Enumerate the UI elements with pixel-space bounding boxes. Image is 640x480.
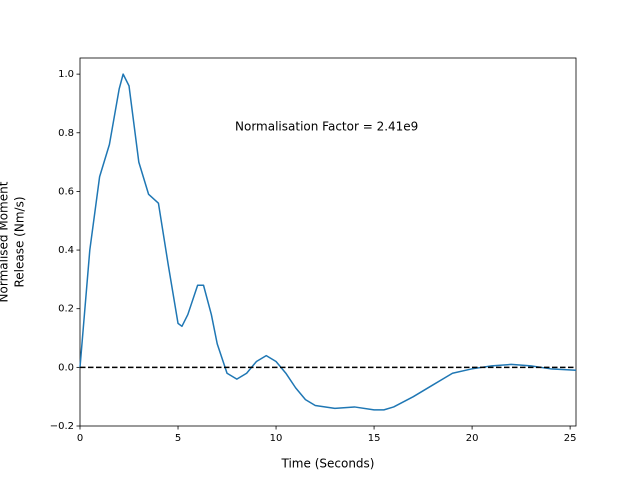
y-tick-label: 0.2 bbox=[58, 304, 74, 315]
annotation: Normalisation Factor = 2.41e9 bbox=[235, 120, 418, 134]
x-tick-label: 25 bbox=[564, 433, 577, 444]
y-tick-label: −0.2 bbox=[50, 421, 74, 432]
y-tick-label: 0.0 bbox=[58, 362, 74, 373]
x-tick-label: 20 bbox=[466, 433, 479, 444]
y-axis-label: Release (Nm/s) bbox=[13, 196, 27, 287]
x-axis-label: Time (Seconds) bbox=[281, 457, 375, 471]
y-tick-label: 1.0 bbox=[58, 69, 74, 80]
y-tick-label: 0.8 bbox=[58, 128, 74, 139]
x-tick-label: 5 bbox=[175, 433, 181, 444]
x-tick-label: 0 bbox=[77, 433, 83, 444]
x-tick-label: 15 bbox=[368, 433, 381, 444]
axes-frame bbox=[79, 57, 577, 427]
y-axis-label: Normalised Moment bbox=[0, 181, 11, 302]
x-tick-label: 10 bbox=[270, 433, 283, 444]
y-tick-label: 0.4 bbox=[58, 245, 74, 256]
y-tick-label: 0.6 bbox=[58, 186, 74, 197]
